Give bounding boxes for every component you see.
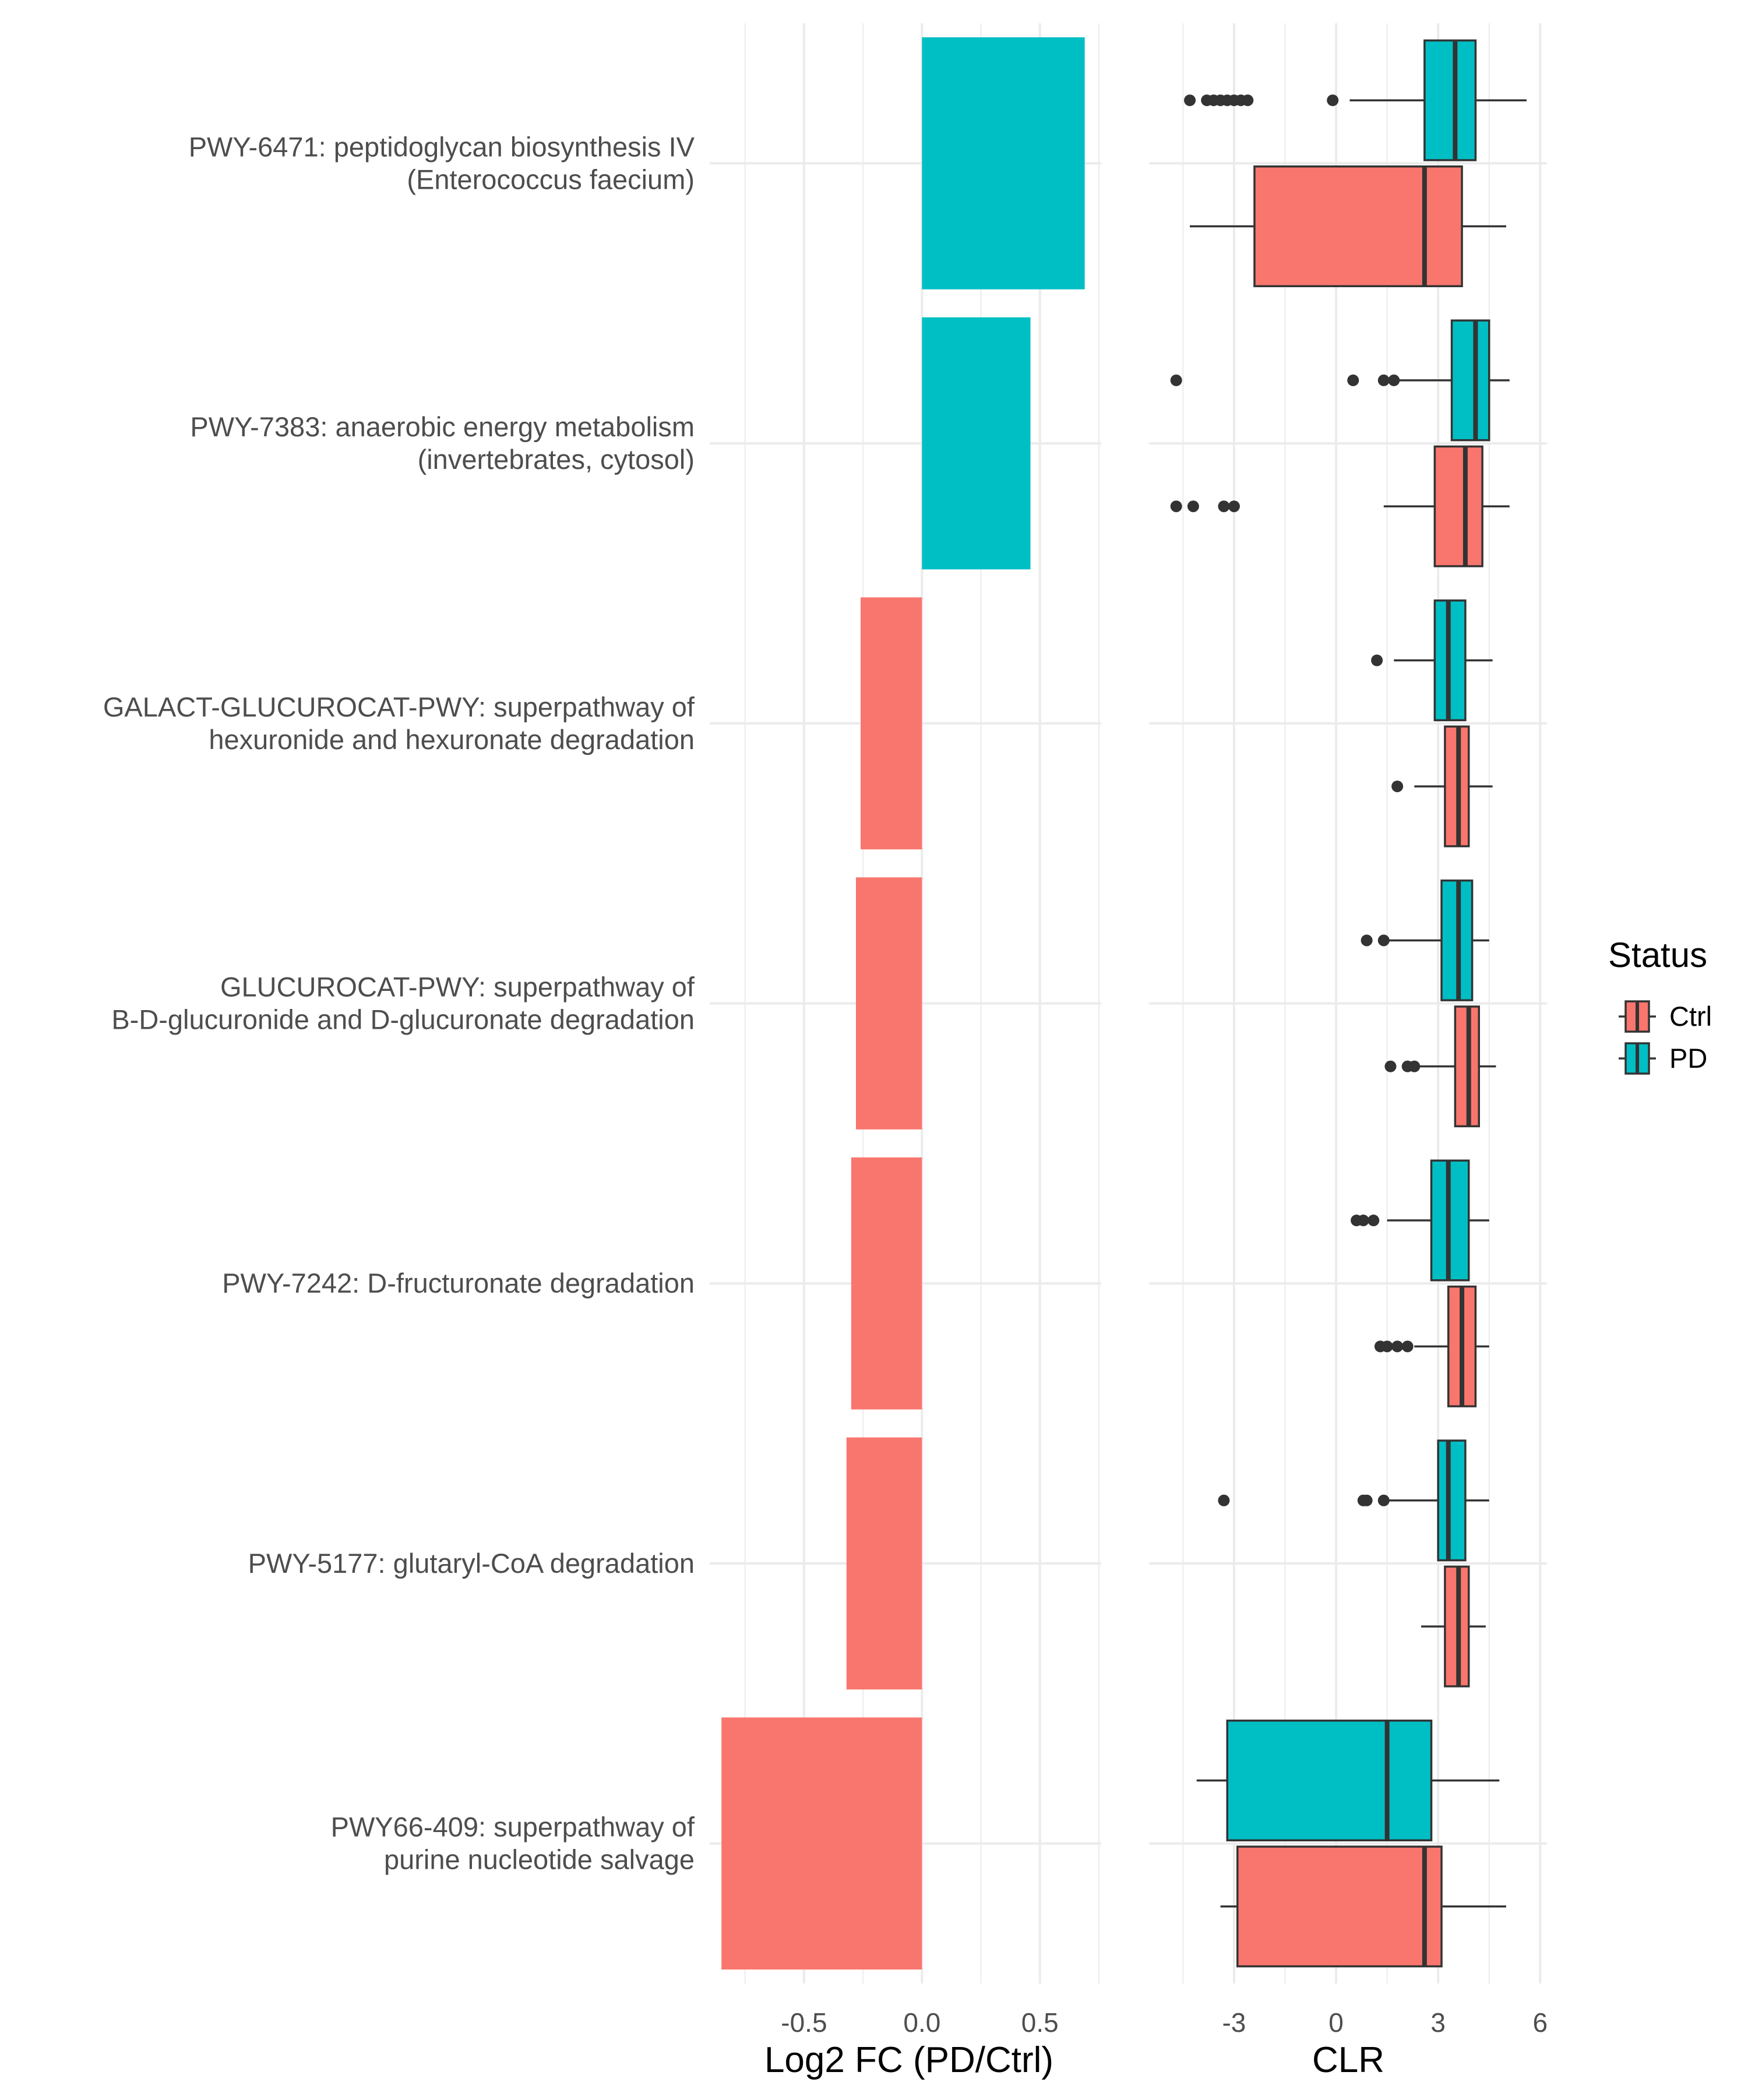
outlier-point [1391,1340,1404,1353]
category-label-5: PWY-5177: glutaryl-CoA degradation [248,1548,695,1579]
outlier-point [1218,1494,1230,1506]
outlier-point [1218,500,1230,513]
box-iqr [1236,1845,1443,1968]
category-label-2: GALACT-GLUCUROCAT-PWY: superpathway of he… [103,691,695,755]
outlier-point [1368,1215,1380,1227]
outlier-point [1184,94,1196,107]
category-label-line: PWY-7242: D-fructuronate degradation [222,1268,695,1298]
boxplot-ctrl-0 [1190,165,1506,288]
x-tick-label-log2fc: -0.5 [781,2007,827,2038]
outlier-point [1361,1494,1373,1506]
box-iqr [1433,445,1483,567]
boxplot-ctrl-6 [1220,1845,1506,1968]
legend-title: Status [1608,936,1707,975]
category-label-line: GLUCUROCAT-PWY: superpathway of [220,972,695,1003]
boxplot-ctrl-1 [1170,445,1510,567]
boxplot-ctrl-3 [1384,1005,1496,1128]
x-tick-label-log2fc: 0.5 [1021,2007,1059,2038]
legend-label-ctrl: Ctrl [1669,1001,1712,1032]
outlier-point [1228,500,1240,513]
x-axis-title-clr: CLR [1312,2040,1384,2080]
boxplot-pd-5 [1218,1439,1489,1562]
legend: Status Ctrl PD [1608,936,1712,1075]
box-iqr [1226,1719,1433,1841]
category-label-line: B-D-glucuronide and D-glucuronate degrad… [111,1004,695,1035]
outlier-point [1371,654,1383,666]
outlier-point [1170,500,1182,513]
x-tick-label-clr: 3 [1430,2007,1446,2038]
category-label-line: hexuronide and hexuronate degradation [209,724,695,755]
outlier-point [1357,1215,1369,1227]
axis-titles: Log2 FC (PD/Ctrl) CLR [764,2040,1384,2080]
boxplot-pd-0 [1184,39,1527,161]
boxplot-ctrl-2 [1391,725,1493,848]
category-label-line: PWY66-409: superpathway of [331,1812,695,1843]
boxplot-ctrl-5 [1421,1565,1486,1688]
category-label-3: GLUCUROCAT-PWY: superpathway of B-D-glucu… [111,972,695,1035]
outlier-point [1377,1494,1390,1506]
category-label-1: PWY-7383: anaerobic energy metabolism (in… [190,411,695,475]
clr-boxplot-panel: -3 0 3 6 [1149,23,1548,2038]
category-labels: PWY-6471: peptidoglycan biosynthesis IV(… [103,131,695,1875]
box-iqr [1437,1439,1467,1562]
boxplot-pd-3 [1361,879,1489,1001]
bar-6 [721,1717,922,1970]
x-axis-title-log2fc: Log2 FC (PD/Ctrl) [764,2040,1053,2080]
boxplot-ctrl-4 [1374,1285,1489,1407]
outlier-point [1242,94,1254,107]
outlier-point [1187,500,1199,513]
boxplot-pd-4 [1351,1159,1489,1282]
bar-5 [846,1437,922,1690]
outlier-point [1170,374,1182,386]
x-tick-label-clr: -3 [1222,2007,1246,2038]
outlier-point [1327,94,1339,107]
bar-1 [922,317,1031,570]
legend-label-pd: PD [1669,1043,1707,1074]
box-iqr [1253,165,1463,288]
outlier-point [1391,780,1404,792]
outlier-point [1347,374,1359,386]
box-iqr [1450,319,1490,442]
category-label-line: PWY-7383: anaerobic energy metabolism [190,411,695,442]
bar-3 [855,877,922,1130]
outlier-point [1388,374,1400,386]
bar-0 [922,37,1085,290]
log2fc-bar-panel: -0.5 0.0 0.5 [710,23,1101,2038]
bar-2 [861,597,922,850]
box-iqr [1423,39,1477,161]
outlier-point [1361,934,1373,947]
outlier-point [1401,1340,1414,1353]
category-label-line: PWY-6471: peptidoglycan biosynthesis IV [189,131,695,162]
boxplot-pd-6 [1196,1719,1500,1841]
boxplot-pd-2 [1371,599,1493,722]
outlier-point [1377,934,1390,947]
category-label-0: PWY-6471: peptidoglycan biosynthesis IV(… [189,131,695,195]
category-label-line: GALACT-GLUCUROCAT-PWY: superpathway of [103,691,695,722]
category-label-4: PWY-7242: D-fructuronate degradation [222,1268,695,1298]
category-label-6: PWY66-409: superpathway of purine nucleot… [331,1812,695,1875]
outlier-point [1384,1060,1397,1072]
x-tick-label-clr: 6 [1533,2007,1548,2038]
category-label-line: purine nucleotide salvage [384,1844,695,1875]
category-label-line: (invertebrates, cytosol) [418,444,695,475]
x-tick-label-clr: 0 [1328,2007,1344,2038]
outlier-point [1377,374,1390,386]
boxplot-pd-1 [1170,319,1510,442]
x-tick-label-log2fc: 0.0 [903,2007,940,2038]
category-label-line: PWY-5177: glutaryl-CoA degradation [248,1548,695,1579]
outlier-point [1381,1340,1393,1353]
outlier-point [1408,1060,1421,1072]
bar-4 [851,1157,922,1410]
category-label-line: (Enterococcus faecium) [407,164,695,195]
